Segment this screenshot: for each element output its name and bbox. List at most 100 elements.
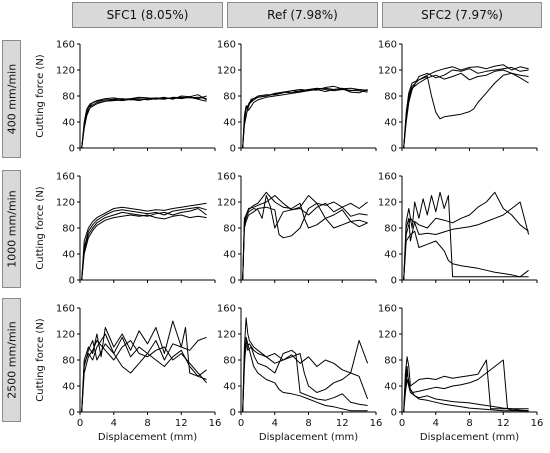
panel-1-2: 0 40 80 120 160 <box>378 172 538 287</box>
panel-1-0: 0 40 80 120 160 Cutting force (N) <box>35 172 216 287</box>
x-axis-label: Displacement (mm) <box>98 432 197 443</box>
y-tick-label: 120 <box>217 330 236 341</box>
y-tick-label: 0 <box>230 408 236 419</box>
y-tick-label: 40 <box>62 382 75 393</box>
x-tick-label: 0 <box>399 418 405 429</box>
series-line-4 <box>242 336 368 413</box>
y-tick-label: 40 <box>384 382 397 393</box>
y-tick-label: 160 <box>56 172 75 183</box>
series-line-4 <box>81 96 207 149</box>
row-header-2500: 2500 mm/min <box>2 298 21 422</box>
series-line-1 <box>242 317 369 413</box>
y-tick-label: 0 <box>391 408 397 419</box>
series-line-3 <box>81 94 207 149</box>
series-line-1 <box>81 96 207 149</box>
x-tick-label: 0 <box>238 418 244 429</box>
y-tick-label: 80 <box>384 92 397 103</box>
y-tick-label: 40 <box>384 118 397 129</box>
y-tick-label: 120 <box>378 330 397 341</box>
x-axis-label: Displacement (mm) <box>259 432 358 443</box>
series-line-2 <box>81 206 207 281</box>
y-axis-label: Cutting force (N) <box>35 54 46 138</box>
series-line-4 <box>403 230 529 281</box>
x-tick-label: 12 <box>497 418 510 429</box>
y-tick-label: 40 <box>62 250 75 261</box>
y-tick-label: 80 <box>62 92 75 103</box>
column-header-ref: Ref (7.98%) <box>227 2 378 28</box>
y-tick-label: 80 <box>384 224 397 235</box>
y-axis-label: Cutting force (N) <box>35 186 46 270</box>
y-tick-label: 40 <box>384 250 397 261</box>
y-tick-label: 120 <box>217 66 236 77</box>
y-tick-label: 160 <box>56 304 75 315</box>
y-tick-label: 80 <box>62 224 75 235</box>
x-tick-label: 4 <box>111 418 117 429</box>
x-tick-label: 12 <box>175 418 188 429</box>
panel-2-2: 0 40 80 120 160 0 4 8 12 16 Displacement (mm) <box>378 304 543 444</box>
y-tick-label: 40 <box>223 382 236 393</box>
y-tick-label: 0 <box>230 144 236 155</box>
x-tick-label: 8 <box>466 418 472 429</box>
panel-2-0: 0 40 80 120 160 0 4 8 12 16 Cutting force (N) Displ… <box>35 304 221 444</box>
series-line-4 <box>403 72 529 149</box>
series-line-1 <box>403 356 529 413</box>
series-line-3 <box>403 69 529 149</box>
x-tick-label: 16 <box>370 418 383 429</box>
series-line-1 <box>81 320 207 413</box>
y-tick-label: 160 <box>378 40 397 51</box>
series-line-4 <box>81 214 207 281</box>
row-header-1000: 1000 mm/min <box>2 170 21 288</box>
series-line-3 <box>403 201 530 281</box>
y-tick-label: 0 <box>230 276 236 287</box>
panel-1-1: 0 40 80 120 160 <box>217 172 377 287</box>
series-line-2 <box>403 66 529 149</box>
series-line-1 <box>403 64 529 149</box>
y-tick-label: 160 <box>56 40 75 51</box>
y-tick-label: 160 <box>217 172 236 183</box>
y-tick-label: 80 <box>223 224 236 235</box>
series-line-2 <box>81 336 207 413</box>
y-tick-label: 160 <box>217 40 236 51</box>
y-tick-label: 120 <box>217 198 236 209</box>
y-axis-label: Cutting force (N) <box>35 318 46 402</box>
series-line-3 <box>81 208 207 281</box>
x-axis-label: Displacement (mm) <box>420 432 519 443</box>
y-tick-label: 160 <box>378 304 397 315</box>
y-tick-label: 120 <box>56 66 75 77</box>
series-line-2 <box>242 87 368 149</box>
series-line-3 <box>81 340 207 413</box>
series-line-1 <box>403 191 529 281</box>
series-line-4 <box>81 333 207 413</box>
y-tick-label: 80 <box>384 356 397 367</box>
x-tick-label: 0 <box>77 418 83 429</box>
y-tick-label: 160 <box>378 172 397 183</box>
y-tick-label: 80 <box>223 356 236 367</box>
x-tick-label: 4 <box>433 418 439 429</box>
panel-0-0: 0 40 80 120 160 Cutting force (N) <box>35 40 216 155</box>
row-header-400: 400 mm/min <box>2 40 21 158</box>
series-line-4 <box>242 88 368 149</box>
series-line-1 <box>81 202 207 281</box>
y-tick-label: 40 <box>223 250 236 261</box>
x-tick-label: 16 <box>209 418 222 429</box>
series-line-3 <box>242 343 369 413</box>
panel-2-1: 0 40 80 120 160 0 4 8 12 16 Displacement (mm) <box>217 304 382 444</box>
series-line-2 <box>242 195 368 281</box>
y-tick-label: 0 <box>69 144 75 155</box>
y-tick-label: 80 <box>223 92 236 103</box>
x-tick-label: 16 <box>531 418 544 429</box>
series-line-3 <box>403 372 529 413</box>
y-tick-label: 120 <box>56 330 75 341</box>
series-line-2 <box>403 191 529 281</box>
series-line-3 <box>242 191 368 281</box>
x-tick-label: 8 <box>144 418 150 429</box>
y-tick-label: 80 <box>62 356 75 367</box>
y-tick-label: 120 <box>56 198 75 209</box>
y-tick-label: 0 <box>391 276 397 287</box>
series-line-4 <box>242 202 368 281</box>
y-tick-label: 40 <box>223 118 236 129</box>
y-tick-label: 0 <box>69 276 75 287</box>
y-tick-label: 160 <box>217 304 236 315</box>
column-header-sfc2: SFC2 (7.97%) <box>382 2 542 28</box>
